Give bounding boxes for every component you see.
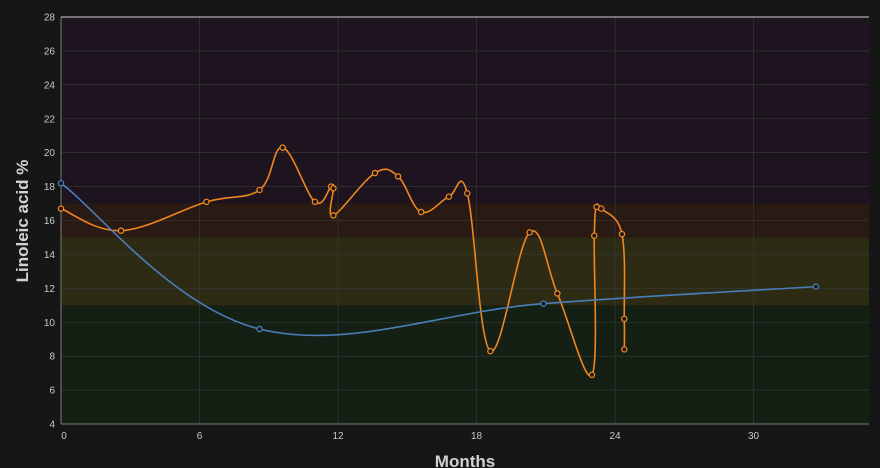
background-band	[61, 237, 869, 306]
data-point	[256, 325, 263, 333]
x-tick-label: 6	[197, 431, 203, 442]
data-point	[279, 144, 286, 151]
background-band	[61, 305, 869, 424]
y-tick-label: 26	[44, 46, 56, 57]
data-point	[371, 169, 379, 177]
data-point	[330, 185, 337, 192]
y-tick-label: 22	[44, 114, 56, 125]
y-tick-label: 28	[44, 13, 56, 24]
y-tick-label: 10	[44, 318, 56, 329]
y-tick-label: 14	[44, 250, 56, 261]
x-tick-label: 12	[332, 431, 344, 442]
data-point	[591, 232, 598, 240]
data-point	[487, 347, 494, 355]
axes	[60, 16, 869, 425]
data-point	[621, 315, 628, 323]
data-point	[621, 346, 628, 353]
x-tick-label: 0	[61, 431, 67, 442]
y-tick-label: 12	[44, 284, 56, 295]
data-point	[394, 173, 402, 180]
x-tick-labels: 0 6 12 18 24 30	[61, 431, 759, 442]
y-tick-label: 18	[44, 182, 56, 193]
y-tick-label: 20	[44, 148, 56, 159]
data-point	[330, 212, 337, 219]
series-points	[57, 144, 820, 379]
series-line-2	[60, 182, 816, 337]
y-tick-label: 6	[49, 386, 55, 397]
data-point	[554, 290, 561, 297]
data-point	[812, 283, 820, 290]
y-tick-label: 8	[49, 352, 55, 363]
y-tick-labels: 4 6 8 10 12 14 16 18 20 22 24 26 28	[44, 13, 56, 431]
data-point	[540, 300, 547, 307]
data-point	[618, 230, 626, 238]
data-point	[597, 205, 605, 212]
data-point	[417, 208, 425, 216]
data-point	[117, 227, 125, 234]
y-tick-label: 4	[49, 420, 55, 431]
x-tick-label: 24	[609, 431, 621, 442]
y-axis-title: Linoleic acid %	[13, 160, 32, 283]
data-point	[588, 371, 596, 379]
data-point	[57, 205, 65, 212]
data-point	[526, 229, 533, 236]
data-point	[311, 198, 319, 206]
data-point	[203, 198, 210, 206]
data-point	[256, 186, 263, 194]
x-axis-title: Months	[435, 452, 495, 468]
x-tick-label: 18	[471, 431, 483, 442]
data-point	[57, 179, 65, 187]
x-tick-label: 30	[748, 431, 760, 442]
data-point	[464, 190, 471, 197]
y-tick-label: 16	[44, 216, 56, 227]
background-bands	[61, 17, 869, 424]
y-tick-label: 24	[44, 80, 56, 91]
data-point	[445, 193, 453, 201]
background-band	[61, 17, 869, 204]
